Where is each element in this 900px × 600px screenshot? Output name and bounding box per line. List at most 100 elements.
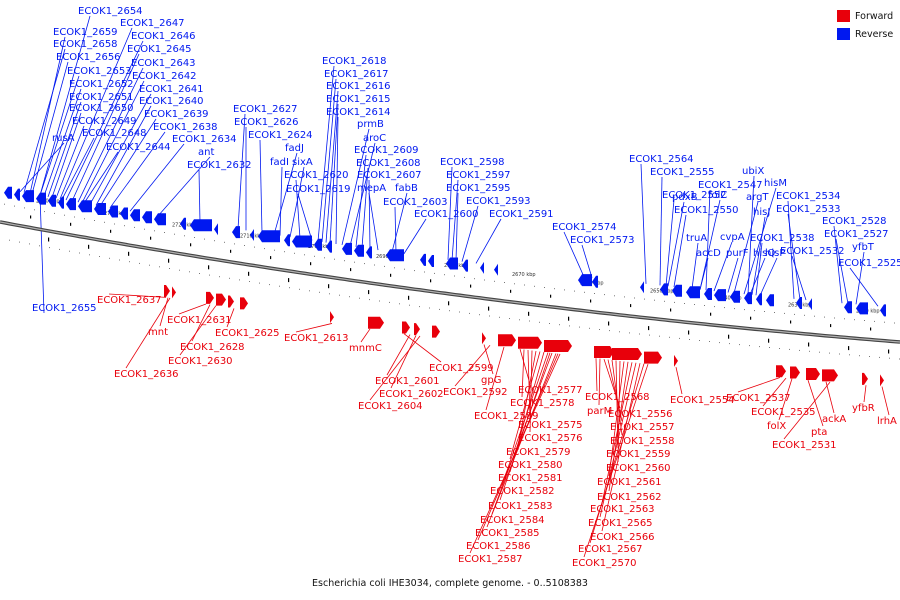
- gene-label[interactable]: fabB: [395, 183, 418, 194]
- reverse-gene-arrow[interactable]: [796, 297, 802, 309]
- gene-label[interactable]: ECOK1_2616: [326, 81, 391, 92]
- gene-label[interactable]: folX: [767, 421, 786, 432]
- gene-label[interactable]: ECOK1_2564: [629, 154, 694, 165]
- gene-label[interactable]: lrhA: [877, 416, 897, 427]
- gene-label[interactable]: parM: [587, 406, 612, 417]
- reverse-gene-arrow[interactable]: [48, 194, 56, 207]
- gene-label[interactable]: ECOK1_2630: [168, 356, 233, 367]
- forward-gene-arrow[interactable]: [432, 325, 440, 338]
- reverse-gene-arrow[interactable]: [180, 217, 186, 230]
- gene-label[interactable]: fadJ: [285, 143, 304, 154]
- gene-label[interactable]: ECOK1_2563: [590, 504, 655, 515]
- gene-label[interactable]: ECOK1_2609: [354, 145, 419, 156]
- gene-label[interactable]: ECOK1_2531: [772, 440, 837, 451]
- gene-label[interactable]: ECOK1_2644: [106, 142, 171, 153]
- gene-label[interactable]: ECOK1_2561: [597, 477, 662, 488]
- reverse-gene-arrow[interactable]: [672, 284, 682, 297]
- forward-gene-arrow[interactable]: [518, 336, 542, 349]
- gene-label[interactable]: ECOK1_2557: [610, 422, 675, 433]
- reverse-gene-arrow[interactable]: [480, 261, 484, 274]
- gene-label[interactable]: ECOK1_2576: [518, 433, 583, 444]
- forward-gene-arrow[interactable]: [594, 346, 614, 358]
- reverse-gene-arrow[interactable]: [326, 240, 332, 253]
- gene-label[interactable]: purF: [726, 248, 749, 259]
- reverse-gene-arrow[interactable]: [190, 219, 212, 232]
- reverse-gene-arrow[interactable]: [142, 211, 152, 224]
- gene-label[interactable]: ECOK1_2602: [379, 389, 444, 400]
- gene-label[interactable]: ECOK1_2656: [56, 52, 121, 63]
- gene-label[interactable]: ECOK1_2651: [69, 92, 134, 103]
- reverse-gene-arrow[interactable]: [744, 292, 752, 305]
- reverse-gene-arrow[interactable]: [36, 192, 46, 205]
- gene-label[interactable]: ECOK1_2648: [82, 128, 147, 139]
- gene-label[interactable]: hisQ: [753, 248, 775, 259]
- gene-label[interactable]: rusA: [52, 133, 75, 144]
- forward-gene-arrow[interactable]: [216, 293, 226, 306]
- gene-label[interactable]: ECOK1_2573: [570, 235, 635, 246]
- gene-label[interactable]: ECOK1_2559: [606, 449, 671, 460]
- reverse-gene-arrow[interactable]: [446, 257, 458, 270]
- gene-label[interactable]: ECOK1_2538: [750, 233, 815, 244]
- gene-label[interactable]: ECOK1_2567: [578, 544, 643, 555]
- forward-gene-arrow[interactable]: [862, 372, 868, 385]
- reverse-gene-arrow[interactable]: [232, 226, 240, 239]
- gene-label[interactable]: ECOK1_2645: [127, 44, 192, 55]
- gene-label[interactable]: ECOK1_2619: [286, 184, 351, 195]
- forward-gene-arrow[interactable]: [790, 366, 800, 379]
- gene-label[interactable]: ECOK1_2642: [132, 71, 197, 82]
- reverse-gene-arrow[interactable]: [494, 263, 498, 276]
- reverse-gene-arrow[interactable]: [808, 298, 812, 311]
- reverse-gene-arrow[interactable]: [766, 294, 774, 307]
- reverse-gene-arrow[interactable]: [386, 249, 404, 262]
- reverse-gene-arrow[interactable]: [78, 200, 92, 213]
- reverse-gene-arrow[interactable]: [4, 186, 12, 199]
- gene-label[interactable]: ECOK1_2537: [726, 393, 791, 404]
- gene-label[interactable]: ECOK1_2641: [139, 84, 204, 95]
- forward-gene-arrow[interactable]: [482, 332, 486, 345]
- reverse-gene-arrow[interactable]: [314, 238, 322, 251]
- gene-label[interactable]: ECOK1_2650: [69, 103, 134, 114]
- gene-label[interactable]: ECOK1_2584: [480, 515, 545, 526]
- gene-label[interactable]: ECOK1_2534: [776, 191, 841, 202]
- gene-label[interactable]: ECOK1_2617: [324, 69, 389, 80]
- gene-label[interactable]: argT: [746, 192, 769, 203]
- reverse-gene-arrow[interactable]: [756, 293, 762, 306]
- gene-label[interactable]: ECOK1_2566: [590, 532, 655, 543]
- gene-label[interactable]: ECOK1_2547: [698, 180, 763, 191]
- gene-label[interactable]: ECOK1_2620: [284, 170, 349, 181]
- gene-label[interactable]: ECOK1_2562: [597, 492, 662, 503]
- gene-label[interactable]: ECOK1_2654: [78, 6, 143, 17]
- gene-label[interactable]: ECOK1_2640: [139, 96, 204, 107]
- forward-gene-arrow[interactable]: [402, 321, 410, 334]
- forward-gene-arrow[interactable]: [498, 334, 516, 347]
- reverse-gene-arrow[interactable]: [292, 235, 312, 248]
- forward-gene-arrow[interactable]: [164, 285, 170, 297]
- reverse-gene-arrow[interactable]: [428, 255, 434, 267]
- forward-gene-arrow[interactable]: [776, 365, 786, 378]
- reverse-gene-arrow[interactable]: [420, 253, 426, 266]
- gene-label[interactable]: prmB: [357, 119, 384, 130]
- gene-label[interactable]: ECOK1_2525: [838, 258, 900, 269]
- gene-label[interactable]: ECOK1_2560: [606, 463, 671, 474]
- gene-label[interactable]: ECOK1_2589: [474, 411, 539, 422]
- gene-label[interactable]: ECOK1_2580: [498, 460, 563, 471]
- gene-label[interactable]: yfbT: [852, 242, 875, 253]
- gene-label[interactable]: ECOK1_2601: [375, 376, 440, 387]
- gene-label[interactable]: ECOK1_2550: [674, 205, 739, 216]
- gene-label[interactable]: ECOK1_2613: [284, 333, 349, 344]
- gene-label[interactable]: ECOK1_2608: [356, 158, 421, 169]
- reverse-gene-arrow[interactable]: [66, 198, 76, 211]
- gene-label[interactable]: ECOK1_2592: [443, 387, 508, 398]
- gene-label[interactable]: ECOK1_2652: [69, 79, 134, 90]
- gene-label[interactable]: ECOK1_2577: [518, 385, 583, 396]
- gene-label[interactable]: ECOK1_2585: [475, 528, 540, 539]
- forward-gene-arrow[interactable]: [368, 316, 384, 329]
- gene-label[interactable]: ECOK1_2581: [498, 473, 563, 484]
- gene-label[interactable]: ECOK1_2599: [429, 363, 494, 374]
- gene-label[interactable]: accD: [696, 248, 721, 259]
- gene-label[interactable]: ECOK1_2583: [488, 501, 553, 512]
- gene-label[interactable]: hisP: [765, 248, 785, 259]
- reverse-gene-arrow[interactable]: [94, 203, 106, 215]
- reverse-gene-arrow[interactable]: [366, 246, 372, 259]
- reverse-gene-arrow[interactable]: [130, 209, 140, 222]
